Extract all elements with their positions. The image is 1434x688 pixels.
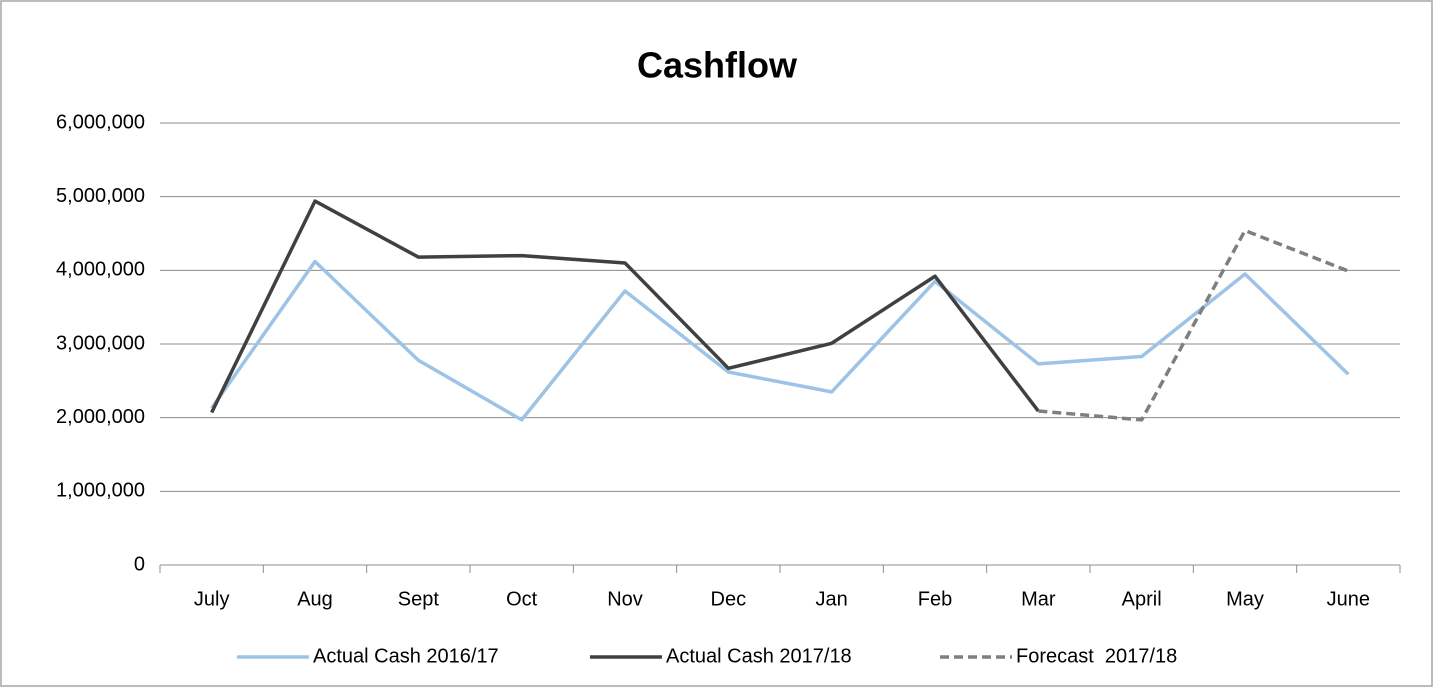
x-tick-label: Jan (816, 588, 848, 610)
series-line (1038, 228, 1349, 422)
x-tick-label: June (1327, 588, 1370, 610)
x-tick-label: July (194, 588, 230, 610)
x-tick-label: Aug (297, 588, 333, 610)
x-tick-label: Oct (506, 588, 538, 610)
legend-label: Forecast 2017/18 (1016, 645, 1177, 667)
y-tick-label: 2,000,000 (56, 406, 145, 428)
y-tick-label: 6,000,000 (56, 111, 145, 133)
y-tick-label: 4,000,000 (56, 259, 145, 281)
series-line (210, 259, 1350, 422)
x-tick-label: May (1226, 588, 1264, 610)
x-tick-label: Feb (918, 588, 952, 610)
y-tick-label: 0 (134, 553, 145, 575)
x-tick-label: Nov (607, 588, 643, 610)
y-tick-label: 3,000,000 (56, 332, 145, 354)
x-tick-label: Sept (398, 588, 440, 610)
y-tick-label: 1,000,000 (56, 480, 145, 502)
series-line (210, 199, 1040, 414)
x-tick-label: Dec (711, 588, 747, 610)
x-tick-label: April (1122, 588, 1162, 610)
x-tick-label: Mar (1021, 588, 1056, 610)
legend-label: Actual Cash 2017/18 (666, 645, 852, 667)
legend-label: Actual Cash 2016/17 (313, 645, 499, 667)
y-tick-label: 5,000,000 (56, 185, 145, 207)
chart-title: Cashflow (637, 45, 798, 86)
